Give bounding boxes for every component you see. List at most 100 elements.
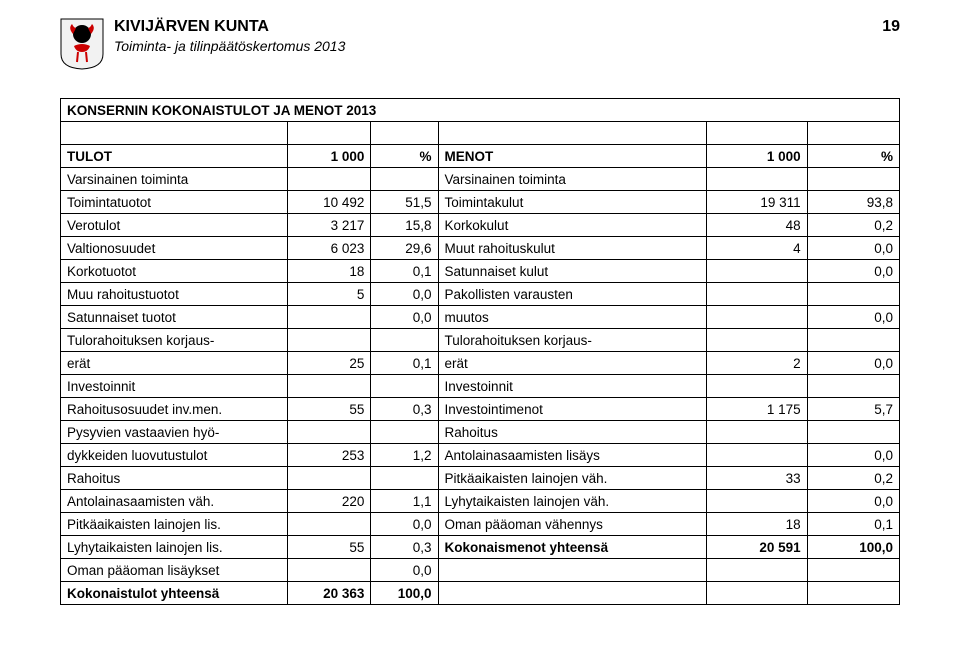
cell-left-amount: 3 217	[287, 214, 371, 237]
table-row: dykkeiden luovutustulot2531,2Antolainasa…	[61, 444, 900, 467]
cell-right-label: Muut rahoituskulut	[438, 237, 706, 260]
cell-left-pct: 0,3	[371, 536, 438, 559]
cell-left-label: Antolainasaamisten väh.	[61, 490, 288, 513]
cell-left-amount: 18	[287, 260, 371, 283]
cell-left-pct: 15,8	[371, 214, 438, 237]
table-row: Verotulot3 21715,8Korkokulut480,2	[61, 214, 900, 237]
cell-right-amount	[707, 582, 808, 605]
cell-left-amount: 253	[287, 444, 371, 467]
cell-right-amount	[707, 283, 808, 306]
table-row: Toimintatuotot10 49251,5Toimintakulut19 …	[61, 191, 900, 214]
cell-right-amount: 33	[707, 467, 808, 490]
col-header-tulot: TULOT	[61, 145, 288, 168]
cell-right-label	[438, 559, 706, 582]
cell-left-label: Varsinainen toiminta	[61, 168, 288, 191]
cell-left-amount: 6 023	[287, 237, 371, 260]
cell-right-pct: 0,2	[807, 467, 899, 490]
cell-right-pct: 0,2	[807, 214, 899, 237]
cell-left-pct: 29,6	[371, 237, 438, 260]
table-row: Pysyvien vastaavien hyö-Rahoitus	[61, 421, 900, 444]
cell-right-label: Satunnaiset kulut	[438, 260, 706, 283]
empty-cell	[61, 122, 288, 145]
cell-left-pct: 100,0	[371, 582, 438, 605]
cell-right-label: Tulorahoituksen korjaus-	[438, 329, 706, 352]
cell-right-label: Pitkäaikaisten lainojen väh.	[438, 467, 706, 490]
cell-right-label: Pakollisten varausten	[438, 283, 706, 306]
cell-left-label: Investoinnit	[61, 375, 288, 398]
empty-cell	[707, 122, 808, 145]
cell-right-label: Korkokulut	[438, 214, 706, 237]
cell-left-label: Tulorahoituksen korjaus-	[61, 329, 288, 352]
cell-right-pct: 0,0	[807, 444, 899, 467]
cell-right-pct: 0,0	[807, 306, 899, 329]
cell-left-label: Oman pääoman lisäykset	[61, 559, 288, 582]
cell-right-amount	[707, 444, 808, 467]
table-title: KONSERNIN KOKONAISTULOT JA MENOT 2013	[61, 99, 900, 122]
cell-left-pct	[371, 421, 438, 444]
cell-left-pct	[371, 375, 438, 398]
cell-left-amount	[287, 467, 371, 490]
cell-right-pct: 0,1	[807, 513, 899, 536]
cell-right-amount	[707, 375, 808, 398]
table-row: Tulorahoituksen korjaus- Tulorahoituksen …	[61, 329, 900, 352]
cell-left-label: Rahoitus	[61, 467, 288, 490]
empty-cell	[438, 122, 706, 145]
cell-right-amount: 4	[707, 237, 808, 260]
cell-left-amount	[287, 559, 371, 582]
table-row: Korkotuotot180,1Satunnaiset kulut0,0	[61, 260, 900, 283]
cell-right-pct: 93,8	[807, 191, 899, 214]
table-row: Oman pääoman lisäykset0,0	[61, 559, 900, 582]
cell-left-pct: 1,2	[371, 444, 438, 467]
cell-left-amount: 55	[287, 536, 371, 559]
cell-left-label: Satunnaiset tuotot	[61, 306, 288, 329]
cell-right-label: Lyhytaikaisten lainojen väh.	[438, 490, 706, 513]
cell-left-amount: 20 363	[287, 582, 371, 605]
cell-left-label: Pitkäaikaisten lainojen lis.	[61, 513, 288, 536]
cell-left-pct: 0,0	[371, 306, 438, 329]
cell-right-pct: 0,0	[807, 260, 899, 283]
cell-right-pct	[807, 582, 899, 605]
cell-right-pct	[807, 421, 899, 444]
col-header-amount: 1 000	[707, 145, 808, 168]
cell-left-amount	[287, 513, 371, 536]
cell-left-label: Rahoitusosuudet inv.men.	[61, 398, 288, 421]
cell-right-label: erät	[438, 352, 706, 375]
table-row: Lyhytaikaisten lainojen lis.550,3Kokonai…	[61, 536, 900, 559]
cell-right-amount	[707, 329, 808, 352]
cell-right-pct: 0,0	[807, 237, 899, 260]
table-row: Muu rahoitustuotot50,0Pakollisten varaus…	[61, 283, 900, 306]
col-header-pct: %	[371, 145, 438, 168]
cell-right-amount	[707, 559, 808, 582]
cell-right-amount: 20 591	[707, 536, 808, 559]
cell-left-label: Muu rahoitustuotot	[61, 283, 288, 306]
cell-right-amount	[707, 421, 808, 444]
cell-left-amount: 25	[287, 352, 371, 375]
table-row: Valtionosuudet6 02329,6Muut rahoituskulu…	[61, 237, 900, 260]
table-row: Pitkäaikaisten lainojen lis.0,0Oman pääo…	[61, 513, 900, 536]
cell-right-pct: 100,0	[807, 536, 899, 559]
col-header-amount: 1 000	[287, 145, 371, 168]
cell-right-pct	[807, 168, 899, 191]
table-row: InvestoinnitInvestoinnit	[61, 375, 900, 398]
cell-left-pct	[371, 329, 438, 352]
org-title: KIVIJÄRVEN KUNTA	[114, 18, 882, 36]
cell-right-label: Investointimenot	[438, 398, 706, 421]
crest-icon	[60, 18, 104, 70]
cell-left-pct: 0,0	[371, 283, 438, 306]
cell-right-amount: 18	[707, 513, 808, 536]
cell-right-pct	[807, 375, 899, 398]
cell-left-amount	[287, 306, 371, 329]
cell-left-pct: 51,5	[371, 191, 438, 214]
table-row: Rahoitus Pitkäaikaisten lainojen väh.330,…	[61, 467, 900, 490]
col-header-pct: %	[807, 145, 899, 168]
col-header-menot: MENOT	[438, 145, 706, 168]
cell-right-label: Oman pääoman vähennys	[438, 513, 706, 536]
cell-right-label: Varsinainen toiminta	[438, 168, 706, 191]
cell-right-pct	[807, 559, 899, 582]
cell-left-label: Verotulot	[61, 214, 288, 237]
empty-cell	[371, 122, 438, 145]
cell-right-pct: 0,0	[807, 490, 899, 513]
cell-left-amount	[287, 168, 371, 191]
cell-left-label: Lyhytaikaisten lainojen lis.	[61, 536, 288, 559]
cell-right-pct: 0,0	[807, 352, 899, 375]
